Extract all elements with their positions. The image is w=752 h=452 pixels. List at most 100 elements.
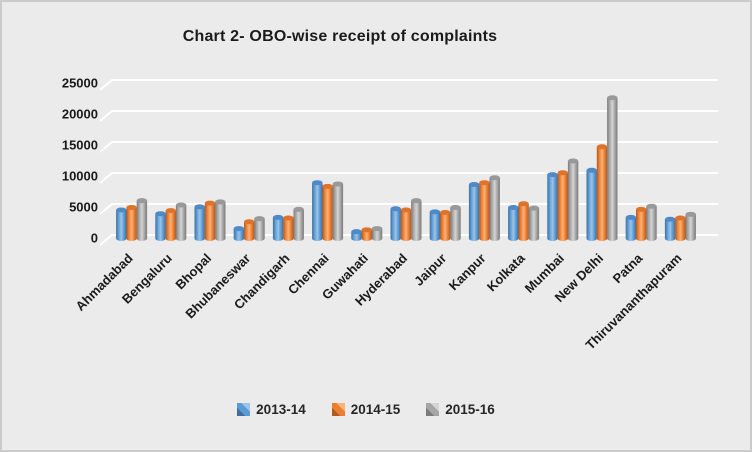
- bar-2014-15-Guwahati: [361, 229, 372, 241]
- bar-cap: [312, 180, 323, 186]
- bar-cap: [636, 206, 647, 212]
- bar-2013-14-Bhopal: [194, 206, 205, 241]
- bar-cap: [479, 180, 490, 186]
- bar-2015-16-Chandigarh: [293, 209, 304, 241]
- bar-2013-14-Thiruvananthapuram: [664, 219, 676, 241]
- plot-area: [116, 95, 696, 242]
- bar-2013-14-Mumbai: [547, 174, 558, 242]
- legend-item-2014-15: 2014-15: [331, 402, 401, 417]
- legend-label: 2013-14: [256, 402, 306, 417]
- bar-2013-14-Chennai: [312, 182, 323, 241]
- y-axis-label: 0: [91, 231, 98, 246]
- bar-2014-15-Thiruvananthapuram: [675, 218, 686, 241]
- legend-marker-icon: [426, 403, 440, 416]
- gridline: [99, 172, 718, 184]
- bar-2015-16-Mumbai: [567, 161, 579, 241]
- legend-item-2015-16: 2015-16: [426, 402, 495, 417]
- bar-2014-15-Kanpur: [479, 182, 490, 241]
- bar-cap: [116, 207, 127, 213]
- bar-2015-16-Patna: [646, 206, 657, 242]
- bar-cap: [596, 144, 608, 150]
- y-axis-label: 25000: [62, 76, 98, 91]
- bar-cap: [254, 216, 265, 222]
- bar-2015-16-Hyderabad: [411, 200, 422, 241]
- y-axis-label: 5000: [69, 200, 98, 215]
- gridline: [99, 110, 718, 122]
- bar-cap: [440, 209, 451, 215]
- bar-cap: [175, 202, 187, 208]
- bar-2015-16-Bengaluru: [175, 205, 187, 241]
- bar-2015-16-Jaipur: [450, 207, 461, 242]
- bar-2014-15-Bengaluru: [165, 210, 176, 241]
- legend-label: 2014-15: [350, 402, 401, 417]
- bar-2014-15-Patna: [636, 209, 647, 242]
- gridline: [99, 79, 718, 91]
- bar-cap: [429, 209, 441, 215]
- bar-2015-16-Kanpur: [489, 177, 500, 241]
- y-axis-label: 10000: [62, 169, 98, 184]
- bar-cap: [625, 214, 637, 220]
- bar-cap: [371, 226, 383, 232]
- bar-2014-15-Chandigarh: [283, 218, 294, 241]
- bar-cap: [155, 211, 166, 217]
- bar-2014-15-Mumbai: [557, 172, 568, 242]
- bar-2014-15-Chennai: [322, 186, 333, 241]
- bar-cap: [411, 198, 422, 204]
- bar-cap: [675, 215, 686, 221]
- bar-2014-15-Kolkata: [518, 203, 529, 241]
- bar-2015-16-Guwahati: [371, 228, 383, 241]
- bar-cap: [508, 205, 519, 210]
- bar-cap: [557, 170, 568, 176]
- bar-cap: [126, 205, 137, 210]
- bar-2014-15-Jaipur: [440, 212, 451, 241]
- bar-2015-16-New Delhi: [607, 97, 618, 242]
- bar-2015-16-Ahmadabad: [136, 200, 148, 241]
- bar-2013-14-Patna: [625, 217, 637, 241]
- bar-cap: [664, 216, 676, 222]
- bar-cap: [272, 214, 284, 220]
- x-axis-label: Patna: [610, 250, 646, 286]
- bar-cap: [567, 158, 579, 164]
- bar-cap: [204, 200, 216, 206]
- gridline: [99, 141, 718, 153]
- bar-2013-14-Bhubaneswar: [233, 228, 245, 241]
- bar-2014-15-Bhubaneswar: [244, 221, 255, 241]
- legend-marker-icon: [331, 403, 345, 416]
- bar-2014-15-Ahmadabad: [126, 207, 137, 241]
- bar-2015-16-Chennai: [332, 183, 344, 241]
- x-axis: AhmadabadBengaluruBhopalBhubaneswarChand…: [73, 250, 685, 353]
- bar-cap: [351, 229, 362, 235]
- bar-2015-16-Thiruvananthapuram: [685, 214, 696, 242]
- bar-cap: [528, 205, 540, 211]
- bar-cap: [322, 183, 333, 189]
- bar-2013-14-Ahmadabad: [116, 209, 127, 241]
- chart-title: Chart 2- OBO-wise receipt of complaints: [182, 28, 498, 45]
- x-axis-label: Kanpur: [446, 251, 489, 294]
- bar-cap: [547, 172, 558, 178]
- bar-2015-16-Bhopal: [215, 201, 226, 241]
- bar-cap: [685, 211, 696, 217]
- bar-cap: [233, 226, 245, 232]
- legend-marker-icon: [237, 403, 251, 416]
- y-axis-label: 15000: [62, 138, 98, 153]
- bar-cap: [586, 167, 597, 173]
- bar-cap: [518, 201, 529, 207]
- x-axis-label: Kolkata: [484, 250, 528, 294]
- bar-cap: [468, 182, 480, 188]
- bar-cap: [646, 203, 657, 209]
- bar-2013-14-Kolkata: [508, 207, 519, 241]
- bar-cap: [283, 215, 294, 221]
- bar-cap: [390, 206, 401, 212]
- bar-cap: [215, 199, 226, 205]
- bar-2014-15-New Delhi: [596, 146, 608, 242]
- bar-2013-14-Kanpur: [468, 184, 480, 241]
- legend-item-2013-14: 2013-14: [237, 402, 306, 417]
- x-axis-label: Jaipur: [411, 251, 449, 289]
- bar-cap: [244, 219, 255, 225]
- bar-cap: [332, 181, 344, 187]
- y-axis: 0 5000 10000 15000 20000 25000: [62, 76, 98, 246]
- bar-cap: [607, 95, 618, 101]
- bar-2013-14-Guwahati: [351, 231, 362, 242]
